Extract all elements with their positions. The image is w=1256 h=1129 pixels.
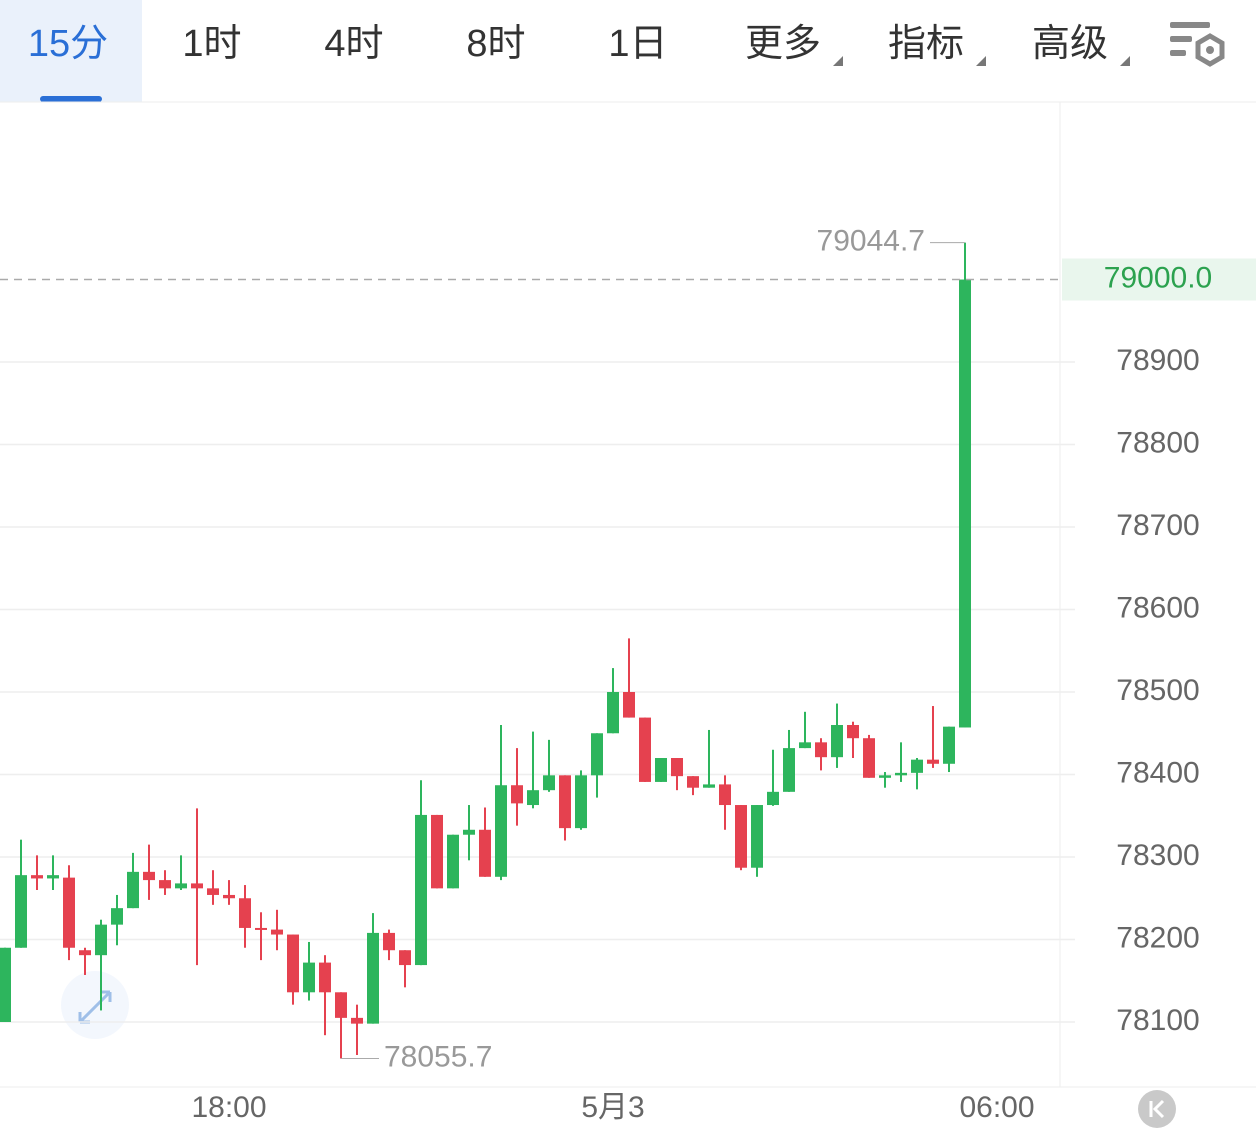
candle-body <box>127 871 139 909</box>
last-price-box <box>1062 258 1256 301</box>
candle-body <box>399 950 411 966</box>
candle-body <box>943 726 955 764</box>
candle-body <box>223 894 235 899</box>
candle-body <box>63 877 75 948</box>
candle-body <box>575 775 587 829</box>
candle-body <box>431 814 443 889</box>
candle-body <box>591 733 603 776</box>
candle-body <box>95 924 107 956</box>
candle-body <box>367 932 379 1024</box>
candle-body <box>527 790 539 806</box>
candle-body <box>143 871 155 881</box>
x-tick-label: 5月3 <box>581 1091 644 1124</box>
candle-body <box>111 908 123 925</box>
candle-body <box>783 748 795 792</box>
tab[interactable]: 8时 <box>466 23 525 65</box>
candle-body <box>895 772 907 776</box>
y-tick-label: 78100 <box>1116 1004 1199 1037</box>
candle-body <box>31 875 43 879</box>
candle-body <box>511 785 523 804</box>
x-tick-label: 18:00 <box>191 1091 266 1124</box>
y-tick-label: 78500 <box>1116 674 1199 707</box>
candle-body <box>879 775 891 778</box>
candle-body <box>463 829 475 835</box>
candle-body <box>751 805 763 868</box>
y-tick-label: 78200 <box>1116 921 1199 954</box>
candle-body <box>159 880 171 889</box>
dropdown-caret[interactable] <box>1120 56 1130 66</box>
candle-body <box>559 775 571 829</box>
candle-body <box>495 785 507 877</box>
candle-body <box>447 834 459 889</box>
candle-body <box>0 947 11 1022</box>
candle-body <box>15 875 27 948</box>
candle-body <box>735 805 747 868</box>
candle-body <box>959 279 971 728</box>
y-tick-label: 78300 <box>1116 839 1199 872</box>
dropdown-caret[interactable] <box>976 56 986 66</box>
max-label: 79044.7 <box>817 225 925 258</box>
tab[interactable]: 15分 <box>28 23 108 65</box>
candle-body <box>815 742 827 758</box>
candle-body <box>335 992 347 1018</box>
candle-body <box>79 950 91 956</box>
candle-body <box>287 934 299 993</box>
zoom-button[interactable] <box>61 971 129 1039</box>
tab[interactable]: 1日 <box>608 23 667 65</box>
candle-body <box>415 814 427 966</box>
active-tab-indicator <box>40 96 102 102</box>
candle-body <box>351 1017 363 1024</box>
candle-body <box>911 759 923 773</box>
y-tick-label: 78700 <box>1116 509 1199 542</box>
last-price-label: 79000.0 <box>1104 261 1212 294</box>
candle-body <box>799 742 811 749</box>
candle-body <box>47 875 59 879</box>
candle-body <box>303 962 315 993</box>
candle-body <box>863 738 875 778</box>
candle-body <box>479 829 491 877</box>
candle-body <box>687 776 699 788</box>
active-tab-bg <box>0 0 142 102</box>
candle-body <box>831 725 843 758</box>
tab[interactable]: 指标 <box>888 23 964 65</box>
candle-body <box>319 962 331 993</box>
candle-body <box>175 883 187 889</box>
settings-icon[interactable] <box>1170 22 1225 67</box>
candle-body <box>639 717 651 782</box>
candle-body <box>655 758 667 782</box>
tab[interactable]: 高级 <box>1032 23 1108 65</box>
tab[interactable]: 4时 <box>324 23 383 65</box>
candle-body <box>927 759 939 764</box>
candle-body <box>207 888 219 895</box>
tab[interactable]: 更多 <box>745 23 821 65</box>
candle-body <box>543 775 555 791</box>
candle-body <box>271 929 283 935</box>
candle-body <box>719 784 731 806</box>
candle-body <box>703 784 715 788</box>
candle-body <box>847 725 859 739</box>
candle-body <box>767 791 779 806</box>
dropdown-caret[interactable] <box>833 56 843 66</box>
x-tick-label: 06:00 <box>959 1091 1034 1124</box>
scroll-latest-button[interactable] <box>1138 1090 1176 1128</box>
candle-body <box>623 692 635 718</box>
candle-body <box>383 932 395 951</box>
candle-body <box>239 898 251 928</box>
candle-body <box>255 927 267 930</box>
tab[interactable]: 1时 <box>182 23 241 65</box>
y-tick-label: 78900 <box>1116 344 1199 377</box>
y-tick-label: 78600 <box>1116 591 1199 624</box>
y-tick-label: 78400 <box>1116 756 1199 789</box>
candle-body <box>191 883 203 889</box>
candle-body <box>671 758 683 777</box>
candle-body <box>607 692 619 734</box>
y-tick-label: 78800 <box>1116 426 1199 459</box>
min-label: 78055.7 <box>384 1040 492 1073</box>
